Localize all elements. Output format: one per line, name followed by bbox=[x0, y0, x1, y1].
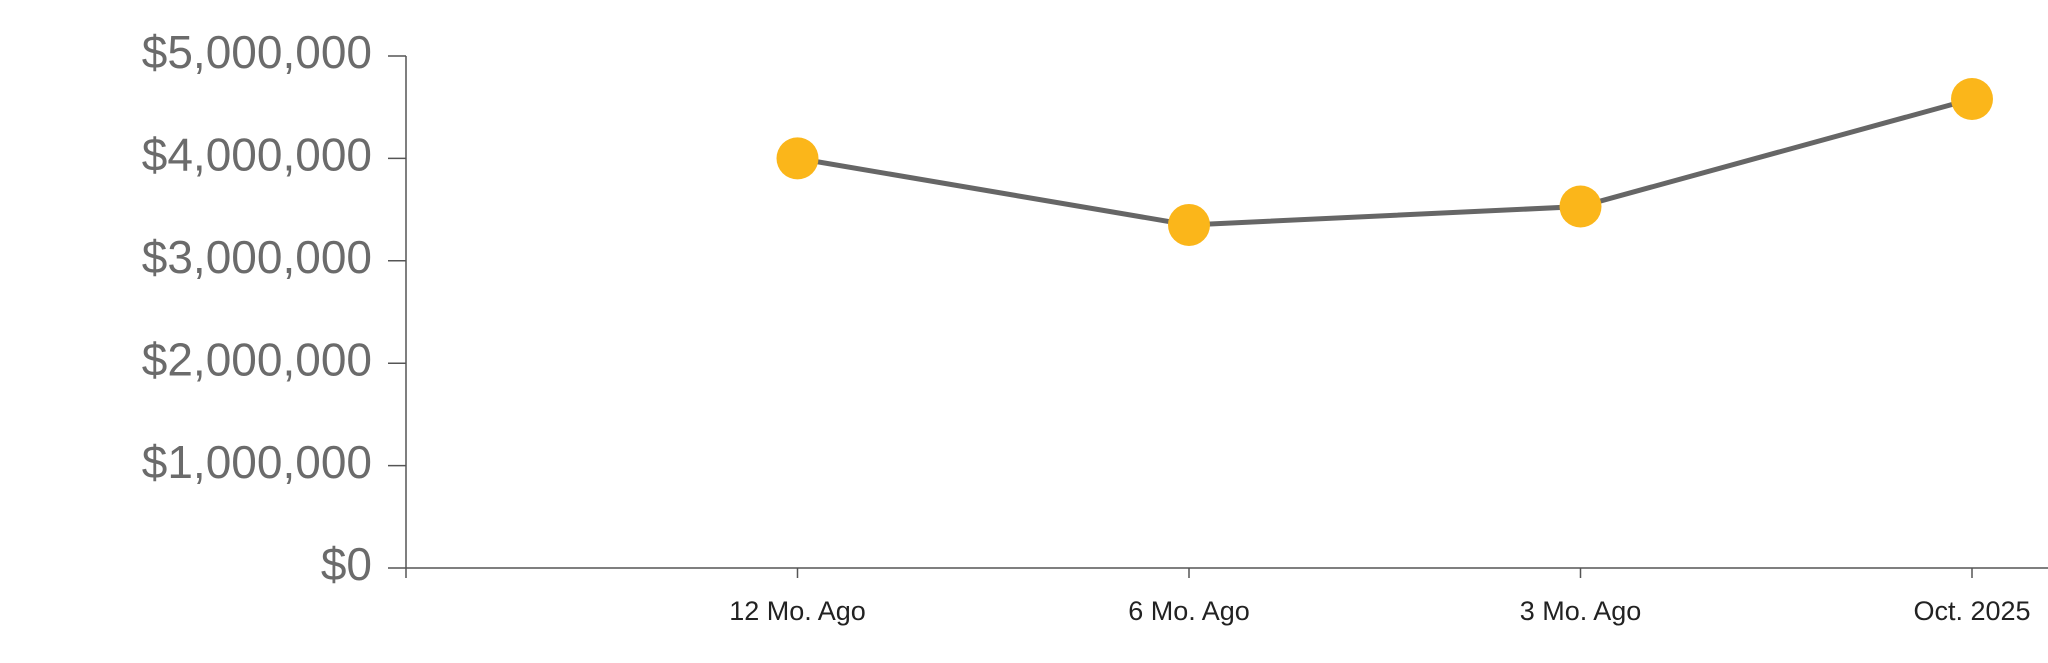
point bbox=[1559, 185, 1602, 228]
y-tick-label: $4,000,000 bbox=[142, 129, 372, 181]
y-tick-label: $1,000,000 bbox=[142, 436, 372, 488]
point bbox=[776, 137, 819, 180]
y-tick-label: $2,000,000 bbox=[142, 333, 372, 385]
x-tick-label: 3 Mo. Ago bbox=[1520, 596, 1642, 626]
point bbox=[1951, 78, 1993, 121]
line bbox=[797, 96, 1973, 228]
x-tick-label: Oct. 2025 bbox=[1913, 596, 2030, 626]
y-tick-label: $5,000,000 bbox=[142, 26, 372, 78]
point bbox=[1168, 203, 1210, 246]
x-tick-label: 12 Mo. Ago bbox=[729, 596, 866, 626]
x-tick-label: 6 Mo. Ago bbox=[1128, 596, 1250, 626]
y-tick-label: $3,000,000 bbox=[142, 231, 372, 283]
y-tick-label: $0 bbox=[321, 538, 372, 590]
